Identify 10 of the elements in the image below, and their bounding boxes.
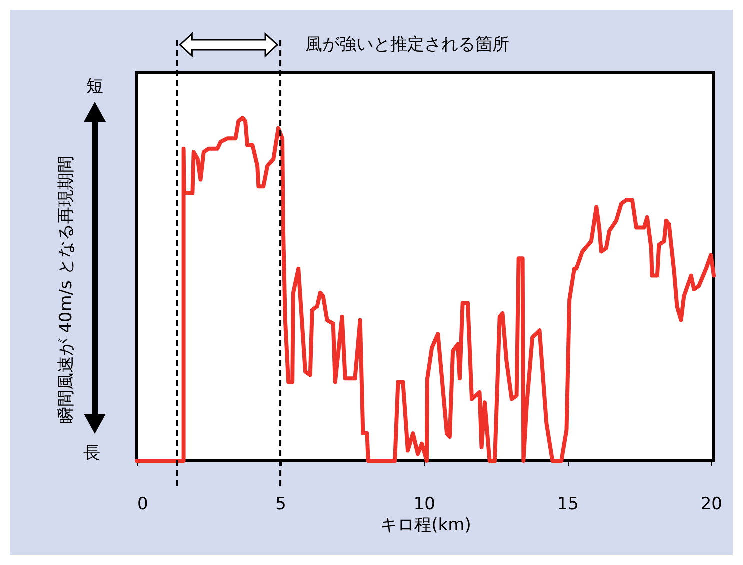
x-tick-label: 20 bbox=[700, 494, 722, 514]
x-axis-title: キロ程(km) bbox=[380, 516, 472, 536]
x-tick-label: 0 bbox=[138, 494, 148, 514]
x-tick-label: 5 bbox=[276, 494, 286, 514]
x-tick-label: 15 bbox=[557, 494, 579, 514]
y-axis-title: 瞬間風速が 40m/s となる再現期間 bbox=[56, 156, 76, 424]
x-tick-label: 10 bbox=[414, 494, 436, 514]
text: 短 bbox=[86, 76, 104, 98]
text: 長 bbox=[84, 442, 100, 464]
ref-line-label: 風が強いと推定される箇所 bbox=[306, 35, 510, 55]
